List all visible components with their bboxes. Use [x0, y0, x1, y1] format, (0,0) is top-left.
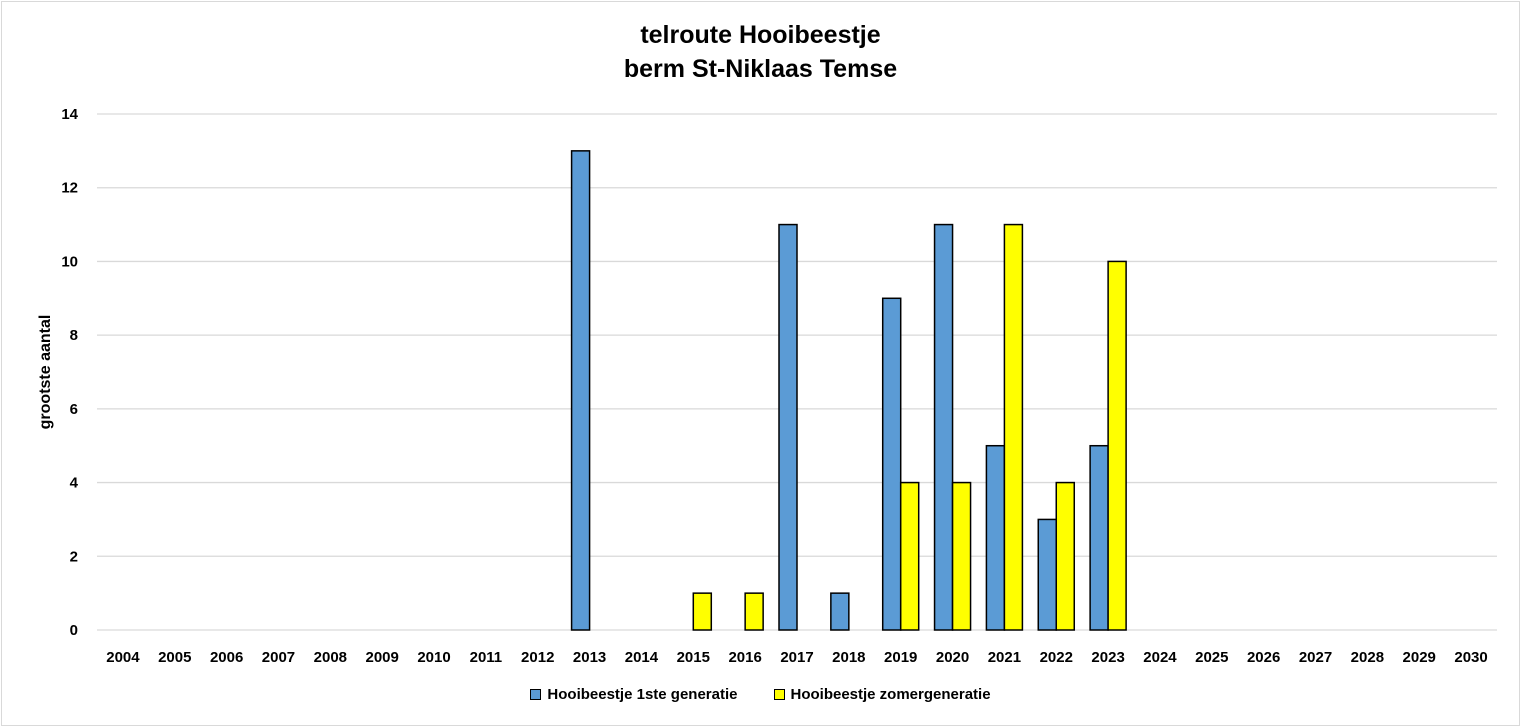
bar-1ste-generatie-2023 — [1089, 444, 1109, 631]
bar-zomergeneratie-2021 — [1003, 223, 1024, 631]
chart-title-line-1: telroute Hooibeestje — [640, 21, 881, 49]
x-tick-labels: 2004 2005 2006 2007 2008 2009 2010 2011 2012 2013… — [106, 649, 1488, 666]
bar-1ste-generatie-2020 — [933, 223, 954, 631]
legend-swatch-blue — [530, 689, 542, 700]
x-tick-label: 2008 — [314, 649, 347, 666]
x-tick-label: 2024 — [1143, 649, 1177, 666]
bars — [570, 150, 1127, 631]
legend-label-1ste-generatie: Hooibeestje 1ste generatie — [547, 686, 738, 703]
x-tick-label: 2027 — [1299, 649, 1332, 666]
x-tick-label: 2021 — [988, 649, 1021, 666]
bar-1ste-generatie-2018 — [830, 592, 850, 631]
x-tick-label: 2017 — [780, 649, 813, 666]
x-tick-label: 2018 — [832, 649, 865, 666]
x-tick-label: 2011 — [470, 649, 503, 666]
bar-1ste-generatie-2013 — [570, 150, 591, 631]
bar-zomergeneratie-2019 — [899, 481, 920, 631]
bar-1ste-generatie-2017 — [778, 223, 798, 631]
x-tick-label: 2015 — [677, 649, 710, 666]
legend-item-1ste-generatie: Hooibeestje 1ste generatie — [530, 686, 738, 703]
y-tick-label: 4 — [70, 475, 79, 492]
x-tick-label: 2012 — [521, 649, 554, 666]
x-tick-label: 2014 — [625, 649, 659, 666]
x-tick-label: 2013 — [573, 649, 606, 666]
chart-title-line-2: berm St-Niklaas Temse — [623, 55, 898, 83]
x-tick-label: 2025 — [1195, 649, 1228, 666]
x-tick-label: 2007 — [262, 649, 295, 666]
y-tick-label: 12 — [61, 180, 78, 197]
x-tick-label: 2010 — [417, 649, 450, 666]
legend: Hooibeestje 1ste generatie Hooibeestje z… — [0, 686, 1521, 703]
bar-zomergeneratie-2015 — [692, 592, 713, 631]
x-tick-label: 2019 — [884, 649, 917, 666]
x-tick-label: 2028 — [1351, 649, 1384, 666]
bar-zomergeneratie-2016 — [744, 592, 764, 631]
x-tick-label: 2022 — [1040, 649, 1073, 666]
y-tick-label: 10 — [61, 253, 78, 270]
y-tick-label: 8 — [70, 327, 78, 344]
x-tick-label: 2009 — [365, 649, 398, 666]
bar-zomergeneratie-2023 — [1107, 260, 1127, 631]
y-tick-label: 2 — [70, 548, 78, 565]
x-tick-label: 2029 — [1403, 649, 1436, 666]
x-tick-label: 2005 — [158, 649, 191, 666]
x-tick-label: 2026 — [1247, 649, 1280, 666]
legend-label-zomergeneratie: Hooibeestje zomergeneratie — [790, 686, 991, 703]
y-axis-label: grootste aantal — [37, 315, 54, 430]
bar-zomergeneratie-2020 — [951, 481, 972, 631]
y-tick-labels: 0 2 4 6 8 10 12 14 — [61, 106, 78, 639]
x-tick-label: 2020 — [936, 649, 969, 666]
x-tick-label: 2016 — [728, 649, 761, 666]
x-tick-label: 2023 — [1091, 649, 1124, 666]
bar-1ste-generatie-2019 — [881, 297, 902, 631]
legend-swatch-yellow — [773, 689, 785, 700]
y-tick-label: 14 — [61, 106, 78, 123]
bar-1ste-generatie-2021 — [985, 444, 1006, 631]
x-tick-label: 2004 — [106, 649, 140, 666]
chart-title: telroute Hooibeestje berm St-Niklaas Tem… — [0, 18, 1521, 86]
bar-1ste-generatie-2022 — [1037, 518, 1058, 631]
y-tick-label: 0 — [70, 622, 78, 639]
y-tick-label: 6 — [70, 401, 78, 418]
legend-item-zomergeneratie: Hooibeestje zomergeneratie — [773, 686, 991, 703]
x-tick-label: 2030 — [1454, 649, 1487, 666]
x-tick-label: 2006 — [210, 649, 243, 666]
bar-zomergeneratie-2022 — [1055, 481, 1076, 631]
